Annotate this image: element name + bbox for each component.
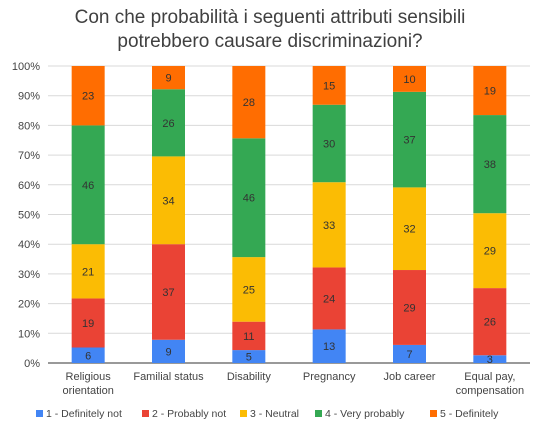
data-label: 30 (323, 138, 335, 150)
data-label: 23 (82, 91, 94, 103)
legend-swatch (36, 410, 43, 417)
x-tick-label: Job career (384, 371, 436, 383)
legend-swatch (142, 410, 149, 417)
data-label: 19 (82, 318, 94, 330)
legend-label: 5 - Definitely (440, 408, 499, 420)
y-tick-label: 10% (18, 328, 40, 340)
gridlines (48, 66, 530, 363)
x-tick-label-line: orientation (62, 385, 113, 397)
data-label: 11 (243, 331, 254, 343)
data-label: 29 (484, 246, 496, 258)
legend-label: 2 - Probably not (152, 408, 226, 420)
data-label: 46 (243, 193, 255, 205)
data-label: 37 (403, 135, 415, 147)
legend-label: 4 - Very probably (325, 408, 405, 420)
x-tick-label-line: Pregnancy (303, 371, 356, 383)
x-tick-label-line: Religious (66, 371, 112, 383)
x-tick-label: Equal pay, compensation (456, 371, 525, 397)
data-label: 15 (323, 80, 335, 92)
x-tick-label-line: Equal pay, (464, 371, 515, 383)
bars: 6 19 21 46 23 9 37 34 26 9 5 11 25 46 28 13 24 33 30 15 7 29 3… (72, 66, 507, 366)
data-label: 6 (85, 350, 91, 362)
data-label: 34 (162, 195, 174, 207)
data-label: 9 (165, 73, 171, 85)
x-tick-label-line: Job career (384, 371, 436, 383)
legend-label: 1 - Definitely not (46, 408, 122, 420)
data-label: 26 (162, 118, 174, 130)
x-tick-label-line: Disability (227, 371, 272, 383)
legend: 1 - Definitely not 2 - Probably not 3 - Ne… (36, 408, 499, 420)
y-tick-label: 100% (12, 61, 40, 73)
data-label: 10 (403, 74, 415, 86)
data-label: 46 (82, 180, 94, 192)
y-tick-label: 40% (18, 239, 40, 251)
x-tick-label-line: Familial status (133, 371, 204, 383)
data-label: 13 (323, 341, 335, 353)
x-tick-label: Religious orientation (62, 371, 113, 397)
legend-swatch (240, 410, 247, 417)
legend-swatch (430, 410, 437, 417)
data-label: 38 (484, 159, 496, 171)
data-label: 24 (323, 293, 335, 305)
data-label: 29 (403, 302, 415, 314)
x-tick-label-line: compensation (456, 385, 525, 397)
data-label: 19 (484, 86, 496, 98)
x-tick-label: Disability (227, 371, 272, 383)
y-axis: 0% 10% 20% 30% 40% 50% 60% 70% 80% 90% 100% (12, 61, 40, 370)
data-label: 21 (82, 266, 94, 278)
x-tick-label: Familial status (133, 371, 204, 383)
data-label: 3 (487, 354, 493, 366)
y-tick-label: 20% (18, 299, 40, 311)
data-label: 26 (484, 317, 496, 329)
y-tick-label: 90% (18, 91, 40, 103)
x-axis: Religious orientation Familial status Disab… (62, 371, 524, 397)
y-tick-label: 0% (24, 358, 40, 370)
y-tick-label: 70% (18, 150, 40, 162)
x-tick-label: Pregnancy (303, 371, 356, 383)
legend-label: 3 - Neutral (250, 408, 299, 420)
y-tick-label: 50% (18, 210, 40, 222)
data-label: 9 (165, 346, 171, 358)
data-label: 7 (406, 349, 412, 361)
data-label: 25 (243, 284, 255, 296)
y-tick-label: 80% (18, 120, 40, 132)
data-label: 28 (243, 97, 255, 109)
y-tick-label: 60% (18, 180, 40, 192)
data-label: 37 (162, 287, 174, 299)
data-label: 33 (323, 220, 335, 232)
data-label: 5 (246, 352, 252, 364)
y-tick-label: 30% (18, 269, 40, 281)
legend-swatch (315, 410, 322, 417)
data-label: 32 (403, 224, 415, 236)
